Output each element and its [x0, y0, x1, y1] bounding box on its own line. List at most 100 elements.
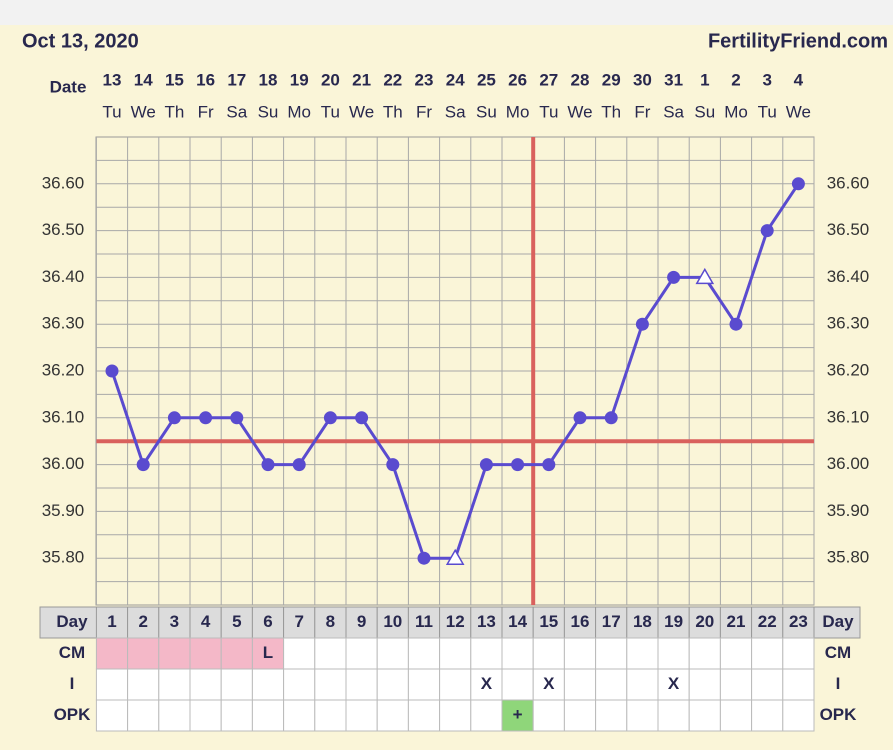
point [635, 317, 649, 331]
table-cell [501, 637, 534, 670]
table-cell [127, 668, 160, 701]
site-name: FertilityFriend.com [708, 30, 888, 52]
point [542, 458, 556, 472]
day-number: 15 [539, 612, 558, 631]
date-number: 24 [446, 70, 465, 89]
chart-date: Oct 13, 2020 [22, 30, 139, 52]
weekday: Th [164, 102, 184, 121]
day-number: 12 [446, 612, 465, 631]
table-cell [283, 668, 316, 701]
table-cell [470, 637, 503, 670]
weekday: Tu [102, 102, 121, 121]
table-cell [688, 668, 721, 701]
table-cell [345, 637, 378, 670]
table-cell [158, 637, 191, 670]
table-cell [532, 699, 565, 732]
point [417, 551, 431, 565]
weekday: Mo [287, 102, 311, 121]
table-cell [376, 699, 409, 732]
weekday: We [349, 102, 374, 121]
point [791, 177, 805, 191]
date-number: 1 [700, 70, 709, 89]
day-number: 11 [415, 612, 433, 631]
weekday: Tu [758, 102, 777, 121]
table-cell [314, 668, 347, 701]
table-cell [532, 637, 565, 670]
y-tick-label-right: 36.40 [827, 267, 870, 286]
y-tick-label: 36.60 [42, 173, 85, 192]
table-cell [751, 668, 784, 701]
table-cell [688, 637, 721, 670]
day-number: 20 [695, 612, 714, 631]
point [479, 458, 493, 472]
point [386, 458, 400, 472]
date-number: 18 [259, 70, 278, 89]
row-label: Day [56, 612, 88, 631]
table-cell [439, 668, 472, 701]
table-cell [127, 637, 160, 670]
table-cell [95, 668, 129, 701]
day-number: 14 [508, 612, 527, 631]
table-cell [314, 637, 347, 670]
date-number: 22 [383, 70, 402, 89]
day-number: 3 [170, 612, 179, 631]
point [105, 364, 119, 378]
day-number: 17 [602, 612, 621, 631]
day-number: 4 [201, 612, 211, 631]
day-cell [220, 606, 253, 639]
y-tick-label-right: 36.10 [827, 407, 870, 426]
table-cell [719, 699, 753, 732]
table-cell [719, 668, 753, 701]
date-number: 26 [508, 70, 527, 89]
point [292, 458, 306, 472]
date-number: 27 [539, 70, 558, 89]
point [760, 224, 774, 238]
day-number: 6 [263, 612, 272, 631]
table-cell [439, 699, 472, 732]
row-label: CM [59, 643, 85, 662]
table-cell [501, 699, 534, 732]
weekday: We [131, 102, 156, 121]
table-cell [407, 699, 441, 732]
y-tick-label: 36.10 [42, 407, 85, 426]
table-cell [158, 699, 191, 732]
day-number: 8 [326, 612, 335, 631]
date-number: 14 [134, 70, 153, 89]
table-cell [782, 637, 815, 670]
day-cell [782, 606, 815, 639]
date-number: 29 [602, 70, 621, 89]
weekday: We [567, 102, 592, 121]
date-label: Date [50, 77, 87, 96]
day-cell [719, 606, 753, 639]
date-number: 15 [165, 70, 184, 89]
cell-text: X [668, 674, 680, 693]
table-cell [376, 637, 409, 670]
table-cell [407, 668, 441, 701]
cell-text: L [263, 643, 273, 662]
date-number: 3 [762, 70, 771, 89]
point [511, 458, 525, 472]
point [199, 411, 213, 425]
table-cell [220, 637, 253, 670]
table-cell [95, 699, 129, 732]
cell-text: X [481, 674, 493, 693]
day-number: 18 [633, 612, 652, 631]
weekday: We [786, 102, 811, 121]
day-cell [158, 606, 191, 639]
y-tick-label: 36.20 [42, 360, 85, 379]
point-triangle [695, 267, 715, 285]
date-number: 2 [731, 70, 740, 89]
point-triangle [445, 548, 465, 565]
table-cell [626, 668, 659, 701]
date-number: 4 [794, 70, 804, 89]
weekday: Sa [663, 102, 684, 121]
point [230, 411, 244, 425]
day-cell [751, 606, 784, 639]
date-number: 16 [196, 70, 215, 89]
day-number: 1 [107, 612, 116, 631]
y-tick-label: 35.80 [42, 548, 85, 567]
day-number: 13 [477, 612, 496, 631]
table-cell [688, 699, 721, 732]
table-cell [501, 668, 534, 701]
